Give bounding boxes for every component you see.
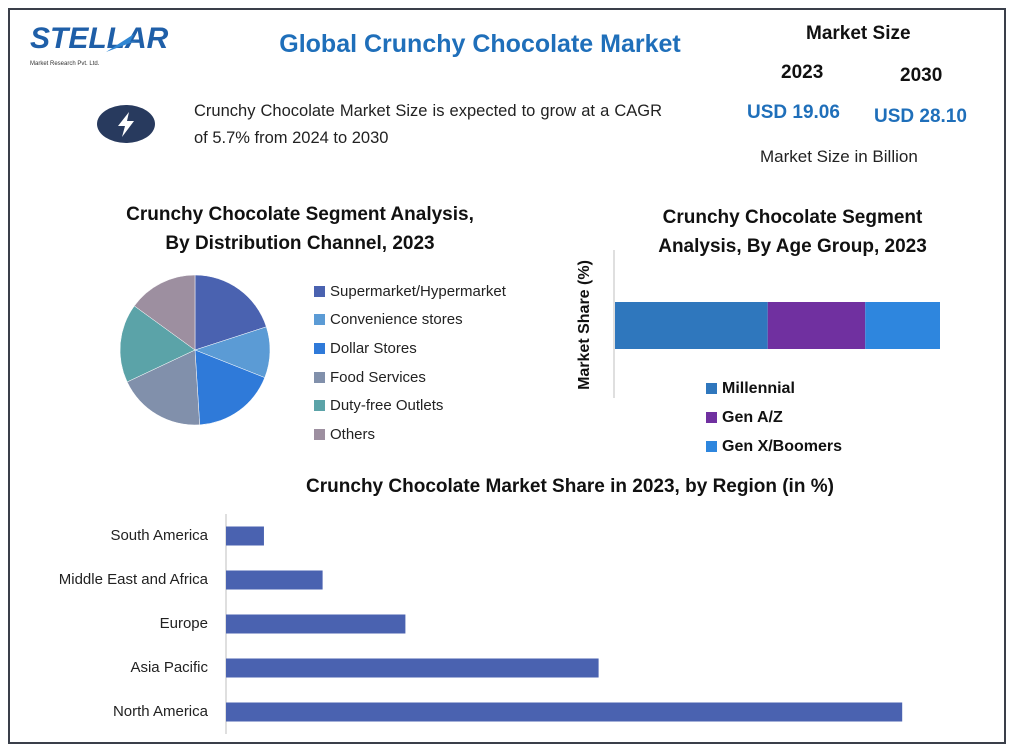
region-bar-south-america	[226, 526, 264, 546]
legend-label: Millennial	[722, 379, 795, 397]
region-label-middle-east-and-africa: Middle East and Africa	[58, 571, 208, 588]
legend-swatch	[314, 400, 325, 412]
market-size-year-end: 2030	[900, 65, 943, 86]
pie-slice-dollar-stores	[194, 349, 266, 426]
region-bar-asia-pacific	[226, 658, 599, 678]
legend-item-dollar-stores: Dollar Stores	[314, 334, 506, 363]
region-chart-title: Crunchy Chocolate Market Share in 2023, …	[306, 476, 834, 497]
logo: STELLAR	[30, 22, 169, 55]
legend-item-others: Others	[314, 420, 506, 449]
legend-swatch	[314, 285, 325, 297]
legend-item-convenience-stores: Convenience stores	[314, 306, 506, 335]
legend-label: Duty-free Outlets	[330, 397, 444, 415]
region-bar-middle-east-and-africa	[226, 570, 323, 590]
market-size-value-end: USD 28.10	[874, 106, 967, 127]
infographic-frame	[8, 8, 1006, 744]
region-label-south-america: South America	[110, 527, 208, 544]
logo-subtext: Market Research Pvt. Ltd.	[30, 61, 100, 67]
age-legend-item-gen-x-boomers: Gen X/Boomers	[706, 432, 842, 461]
legend-swatch	[706, 412, 717, 423]
legend-swatch	[314, 342, 325, 354]
legend-swatch	[706, 383, 717, 394]
region-bar-chart	[225, 514, 903, 734]
distribution-chart-title-line1: Crunchy Chocolate Segment Analysis,	[126, 204, 474, 225]
region-label-europe: Europe	[159, 615, 208, 632]
legend-swatch	[706, 441, 717, 452]
age-bar-gen-x-boomers	[865, 302, 940, 349]
age-chart-ylabel: Market Share (%)	[576, 260, 593, 390]
legend-label: Supermarket/Hypermarket	[330, 282, 506, 300]
age-legend-item-gen-a-z: Gen A/Z	[706, 403, 842, 432]
market-size-year-start: 2023	[781, 62, 824, 83]
page-title: Global Crunchy Chocolate Market	[279, 30, 681, 58]
age-chart-title: Crunchy Chocolate Segment Analysis, By A…	[620, 203, 965, 261]
legend-label: Convenience stores	[330, 311, 463, 329]
pie-slice-others	[133, 274, 196, 351]
legend-label: Others	[330, 425, 376, 443]
legend-item-supermarket-hypermarket: Supermarket/Hypermarket	[314, 277, 506, 306]
legend-item-food-services: Food Services	[314, 363, 506, 392]
age-bar-gen-a-z	[767, 302, 866, 349]
distribution-legend: Supermarket/Hypermarket Convenience store…	[314, 277, 506, 449]
cagr-text: Crunchy Chocolate Market Size is expecte…	[194, 102, 662, 147]
pie-slice-food-services	[126, 349, 200, 426]
age-chart-title-line2: Analysis, By Age Group, 2023	[658, 236, 927, 257]
legend-label: Dollar Stores	[330, 339, 417, 357]
age-stacked-bar-chart	[613, 250, 940, 398]
region-bar-europe	[226, 614, 406, 634]
legend-swatch	[314, 371, 325, 383]
market-size-value-start: USD 19.06	[747, 102, 840, 123]
age-chart-title-line1: Crunchy Chocolate Segment	[662, 207, 923, 228]
distribution-chart-title-line2: By Distribution Channel, 2023	[165, 233, 435, 254]
legend-label: Gen A/Z	[722, 408, 783, 426]
distribution-chart-title: Crunchy Chocolate Segment Analysis, By D…	[90, 200, 510, 258]
legend-label: Food Services	[330, 368, 426, 386]
lightning-icon	[97, 105, 155, 143]
region-bar-north-america	[226, 702, 903, 722]
pie-slice-supermarket-hypermarket	[194, 274, 267, 351]
market-size-unit-note: Market Size in Billion	[760, 147, 918, 166]
region-label-north-america: North America	[112, 703, 208, 720]
age-legend: Millennial Gen A/Z Gen X/Boomers	[706, 374, 842, 461]
market-size-label: Market Size	[806, 23, 911, 44]
logo-arrow-icon	[106, 34, 138, 52]
legend-label: Gen X/Boomers	[722, 437, 843, 455]
distribution-pie-chart	[119, 274, 271, 426]
legend-swatch	[314, 314, 325, 326]
pie-slice-duty-free-outlets	[119, 305, 196, 383]
region-label-asia-pacific: Asia Pacific	[130, 659, 208, 676]
age-bar-millennial	[615, 302, 768, 349]
legend-swatch	[314, 428, 325, 440]
legend-item-duty-free-outlets: Duty-free Outlets	[314, 391, 506, 420]
age-legend-item-millennial: Millennial	[706, 374, 842, 403]
